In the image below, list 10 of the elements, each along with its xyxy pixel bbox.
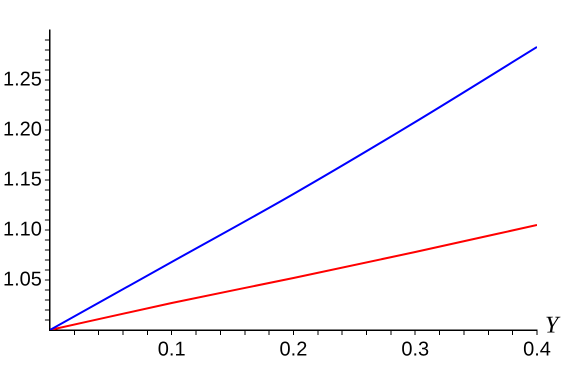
x-tick-label: 0.3 xyxy=(401,338,430,361)
x-tick-label: 0.2 xyxy=(280,338,308,361)
x-tick-label: 0.1 xyxy=(158,338,186,361)
y-tick-label: 1.05 xyxy=(2,268,42,291)
y-tick-label: 1.15 xyxy=(2,168,42,191)
x-axis-title: Υ xyxy=(545,312,561,338)
x-tick-label: 0.4 xyxy=(523,338,551,361)
y-tick-label: 1.25 xyxy=(2,68,42,91)
y-tick-label: 1.20 xyxy=(2,118,42,141)
y-tick-label: 1.10 xyxy=(2,218,42,241)
